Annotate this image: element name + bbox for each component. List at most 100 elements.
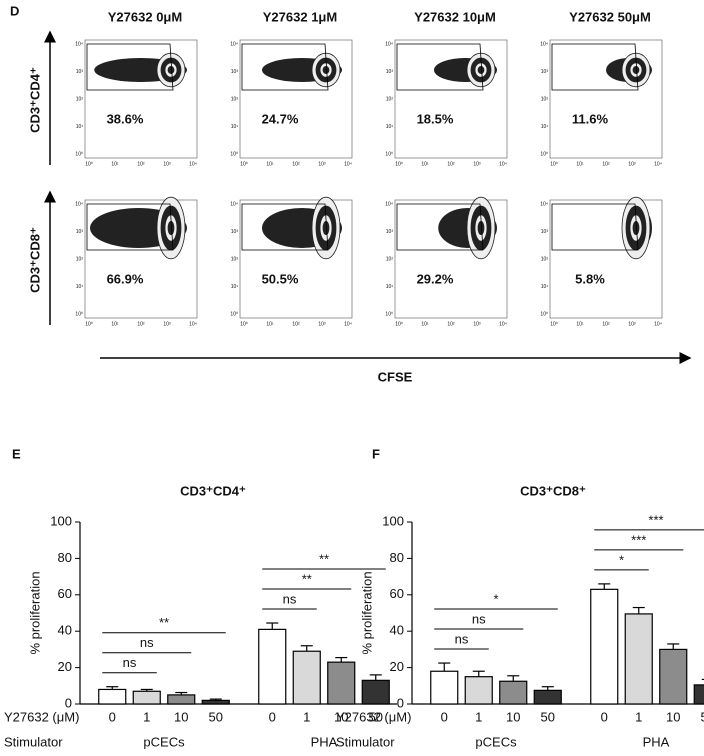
- y-tick-label: 60: [390, 586, 404, 601]
- x-tick-label: 10¹: [266, 161, 274, 167]
- y-tick-label: 10³: [76, 229, 84, 235]
- y-tick-label: 10¹: [541, 284, 549, 290]
- significance-label: ***: [631, 532, 646, 547]
- bar: [499, 680, 528, 705]
- y-tick-label: 100: [50, 513, 72, 528]
- column-title: Y27632 50μM: [569, 9, 651, 24]
- bar: [327, 661, 356, 705]
- x-tick-label: 10³: [628, 161, 636, 167]
- x-tick-label: 10¹: [421, 321, 429, 327]
- significance-label: **: [319, 551, 329, 566]
- y-tick-label: 10⁴: [230, 41, 238, 47]
- percentage: 50.5%: [262, 271, 299, 286]
- bar: [590, 588, 619, 705]
- column-title: Y27632 10μM: [414, 9, 496, 24]
- y-tick-label: 10³: [541, 69, 549, 75]
- x-tick-label: 10¹: [111, 321, 119, 327]
- y-tick-label: 20: [390, 659, 404, 674]
- x-tick-label: 10³: [473, 161, 481, 167]
- bar: [132, 690, 161, 705]
- group-label: pCECs: [143, 734, 185, 749]
- x-tick-label: 10: [334, 709, 348, 724]
- x-tick-label: 10⁰: [240, 321, 248, 327]
- y-tick-label: 10²: [386, 256, 394, 262]
- y-tick-label: 10⁴: [540, 41, 548, 47]
- group-label: PHA: [311, 734, 338, 749]
- x-tick-label: 10⁴: [499, 161, 507, 167]
- y-tick-label: 10⁰: [540, 151, 548, 157]
- gate: [241, 43, 329, 91]
- y-tick-label: 10⁰: [75, 151, 83, 157]
- x-tick-label: 10²: [137, 161, 145, 167]
- x-tick-label: 50: [369, 709, 383, 724]
- x-tick-label: 10²: [447, 321, 455, 327]
- gate: [551, 203, 639, 251]
- x-tick-label: 10²: [292, 321, 300, 327]
- y-tick-label: 10⁰: [385, 311, 393, 317]
- y-tick-label: 10²: [231, 256, 239, 262]
- bar: [533, 689, 562, 705]
- plot-frame: [549, 199, 663, 319]
- y-tick-label: 10³: [231, 229, 239, 235]
- row-label: Y27632 (μM): [4, 709, 79, 724]
- row-label: CD3⁺CD4⁺: [27, 67, 42, 133]
- percentage: 5.8%: [575, 271, 605, 286]
- y-tick-label: 10²: [76, 96, 84, 102]
- y-tick-label: 10²: [386, 96, 394, 102]
- y-tick-label: 10³: [76, 69, 84, 75]
- y-tick-label: 10⁰: [540, 311, 548, 317]
- percentage: 38.6%: [107, 111, 144, 126]
- x-tick-label: 10: [666, 709, 680, 724]
- x-tick-label: 10³: [163, 321, 171, 327]
- y-tick-label: 10³: [386, 229, 394, 235]
- x-tick-label: 50: [541, 709, 555, 724]
- y-tick-label: 10¹: [231, 124, 239, 130]
- y-tick-label: 60: [58, 586, 72, 601]
- gate: [86, 43, 174, 91]
- x-tick-label: 10⁴: [654, 161, 662, 167]
- x-tick-label: 0: [109, 709, 116, 724]
- plot-frame: [549, 39, 663, 159]
- percentage: 29.2%: [417, 271, 454, 286]
- y-tick-label: 0: [397, 695, 404, 710]
- x-tick-label: 10²: [292, 161, 300, 167]
- x-tick-label: 10²: [137, 321, 145, 327]
- x-tick-label: 10⁰: [85, 321, 93, 327]
- bar: [201, 699, 230, 705]
- x-tick-label: 10¹: [576, 161, 584, 167]
- percentage: 24.7%: [262, 111, 299, 126]
- y-tick-label: 10¹: [386, 124, 394, 130]
- x-tick-label: 10³: [318, 161, 326, 167]
- plot-frame: [239, 199, 353, 319]
- x-tick-label: 0: [441, 709, 448, 724]
- x-tick-label: 1: [143, 709, 150, 724]
- y-tick-label: 10⁴: [75, 41, 83, 47]
- percentage: 66.9%: [107, 271, 144, 286]
- x-tick-label: 10⁰: [240, 161, 248, 167]
- y-tick-label: 10¹: [231, 284, 239, 290]
- y-tick-label: 40: [390, 623, 404, 638]
- y-tick-label: 10²: [231, 96, 239, 102]
- chart-title: CD3⁺CD8⁺: [520, 483, 586, 498]
- y-tick-label: 10⁰: [75, 311, 83, 317]
- y-tick-label: 10³: [231, 69, 239, 75]
- column-title: Y27632 1μM: [263, 9, 337, 24]
- x-tick-label: 10²: [602, 161, 610, 167]
- x-tick-label: 0: [269, 709, 276, 724]
- plot-frame: [394, 39, 508, 159]
- plot-frame: [239, 39, 353, 159]
- bar: [98, 688, 127, 705]
- bar: [659, 648, 688, 705]
- y-tick-label: 10³: [541, 229, 549, 235]
- plot-frame: [394, 199, 508, 319]
- y-label: % proliferation: [359, 571, 374, 654]
- significance-label: ns: [123, 655, 137, 670]
- y-tick-label: 80: [390, 550, 404, 565]
- bar: [361, 679, 390, 705]
- panel-label: E: [12, 446, 21, 461]
- plot-frame: [84, 199, 198, 319]
- row-label: CD3⁺CD8⁺: [27, 227, 42, 293]
- x-tick-label: 10¹: [266, 321, 274, 327]
- y-tick-label: 10¹: [76, 124, 84, 130]
